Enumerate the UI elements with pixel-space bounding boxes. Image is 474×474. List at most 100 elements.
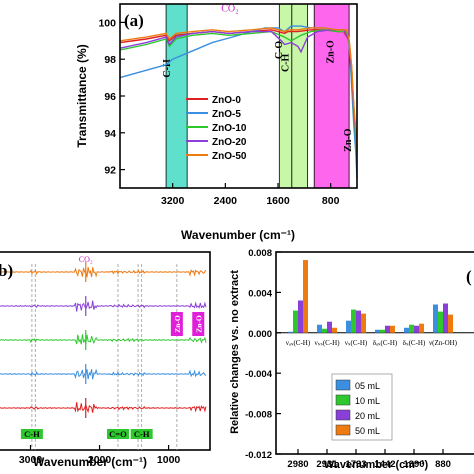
panel-c-legend-swatch xyxy=(335,394,351,406)
panel-b-trace xyxy=(0,368,207,380)
panel-c-y-tick-label: -0.004 xyxy=(245,369,273,380)
panel-c-bar xyxy=(303,260,308,333)
panel-c-bar xyxy=(433,304,438,333)
panel-b-green-label: C=O xyxy=(109,429,127,439)
panel-b-label: b) xyxy=(0,261,13,280)
panel-c-label: ( xyxy=(466,267,472,286)
panel-c-bar xyxy=(443,303,448,333)
panel-a-band-label: C-O xyxy=(274,41,285,60)
panel-c-bar xyxy=(409,324,414,333)
panel-c-bar xyxy=(375,329,380,333)
panel-c-x-tick-label: 2931 xyxy=(316,459,338,470)
panel-a-legend-label: ZnO-10 xyxy=(212,123,247,134)
panel-b-trace xyxy=(0,266,207,278)
panel-c-bar xyxy=(390,325,395,333)
panel-a-label: (a) xyxy=(124,11,144,30)
panel-a-band-label: Zn-O xyxy=(325,40,336,64)
panel-c-axes-frame xyxy=(275,251,474,455)
panel-c-category-label: νₛₛ(C-H) xyxy=(314,339,340,347)
panel-a-y-tick-label: 94 xyxy=(104,128,116,140)
panel-c-y-axis-label: Relative changes vs. no extract xyxy=(229,270,241,434)
panel-c-bar xyxy=(419,323,424,333)
panel-c-bar xyxy=(404,327,409,333)
panel-a-band-label: C-H xyxy=(162,59,173,78)
panel-b-axes-frame xyxy=(0,251,211,451)
panel-c-bar xyxy=(317,324,322,333)
panel-b-trace xyxy=(0,402,207,414)
panel-a-chart: C-HC-OC-H Zn-OZn-O 3200 2400 1600 8009294969… xyxy=(75,3,358,242)
panel-c-y-tick-label: 0.000 xyxy=(248,329,272,340)
panel-b-label-box xyxy=(20,429,43,439)
panel-b-x-tick-label: 1000 xyxy=(157,454,181,466)
panel-a-legend-label: ZnO-20 xyxy=(212,137,247,148)
panel-a-band-label: C-H xyxy=(281,54,292,73)
panel-c-legend-label: 20 mL xyxy=(355,411,380,421)
panel-c-bar xyxy=(332,327,337,333)
panel-c-bar xyxy=(356,310,361,333)
panel-a-series-line xyxy=(119,27,358,148)
panel-a-y-tick-label: 98 xyxy=(104,54,116,66)
panel-b-zno-label: Zn-O xyxy=(194,315,203,333)
panel-a-x-tick-label: 800 xyxy=(322,195,340,207)
panel-b-zno-box xyxy=(170,312,183,336)
panel-c-y-tick-label: 0.008 xyxy=(248,248,272,259)
panel-c-y-tick-label: 0.004 xyxy=(248,288,272,299)
panel-b-x-tick-label: 2000 xyxy=(88,454,112,466)
panel-c-x-tick-label: 1442 xyxy=(374,459,395,470)
panel-c-bar xyxy=(293,310,298,333)
panel-b-x-tick-label: 3000 xyxy=(19,454,43,466)
panel-c-x-tick-label: 2980 xyxy=(287,459,308,470)
panel-a-y-tick-label: 96 xyxy=(104,91,116,103)
panel-b-trace xyxy=(0,300,207,312)
panel-c-bar xyxy=(385,325,390,333)
panel-a-x-axis-label: Wavenumber (cm⁻¹) xyxy=(181,228,295,242)
panel-b-zno-box xyxy=(192,312,205,336)
panel-c-legend-label: 50 mL xyxy=(355,426,380,436)
panel-a-band xyxy=(165,3,188,189)
panel-a-x-tick-label: 1600 xyxy=(266,195,290,207)
panel-c-category-label: δₐₛ(C-H) xyxy=(373,339,398,347)
panel-c-bar xyxy=(448,314,453,333)
panel-c-bar xyxy=(327,321,332,333)
panel-b-zno-label: Zn-O xyxy=(173,315,182,333)
panel-c-bar xyxy=(346,320,351,333)
panel-c-x-axis-label: Wavenumber (cm⁻¹) xyxy=(324,459,429,471)
panel-b-green-label: C-H xyxy=(134,429,150,439)
panel-a-y-axis-label: Transmittance (%) xyxy=(75,44,89,147)
panel-a-band-label: Zn-O xyxy=(343,128,354,152)
panel-a-legend-label: ZnO-50 xyxy=(212,151,247,162)
panel-c-legend: 05 mL 10 mL 20 mL 50 mL xyxy=(331,373,393,441)
panel-c-x-tick-label: 880 xyxy=(435,459,451,470)
panel-b-trace xyxy=(0,334,207,345)
panel-c-category-label: νₐₛ(C-H) xyxy=(286,339,311,347)
panel-c-bar xyxy=(414,325,419,333)
panel-b-green-label: C-H xyxy=(24,429,40,439)
panel-a-x-tick-label: 3200 xyxy=(161,195,185,207)
panel-c-category-label: δₛ(C-H) xyxy=(403,339,426,347)
panel-c-chart: νₐₛ(C-H) νₛₛ(C-H) νₛ(C-H) δₐₛ(C-H) δₛ(C-H) ν(… xyxy=(229,248,474,471)
panel-c-x-tick-label: 1390 xyxy=(403,459,424,470)
panel-a-legend: ZnO-0 ZnO-5 ZnO-10 ZnO-20 ZnO-50 xyxy=(186,95,247,162)
panel-b-co2-annotation: CO₂ xyxy=(79,255,93,264)
panel-c-category-label: ν(Zn-OH) xyxy=(429,339,458,347)
panel-c-y-tick-label: -0.012 xyxy=(245,450,272,461)
panel-a-co2-annotation: CO₂ xyxy=(221,3,238,14)
panel-c-legend-swatch xyxy=(335,409,351,421)
panel-c-legend-label: 05 mL xyxy=(355,381,380,391)
panel-c-category-label: νₛ(C-H) xyxy=(345,339,368,347)
panel-c-legend-label: 10 mL xyxy=(355,396,380,406)
panel-a-x-tick-label: 2400 xyxy=(214,195,238,207)
panel-a-legend-label: ZnO-5 xyxy=(212,109,241,120)
panel-c-bar xyxy=(361,313,366,333)
panel-b-chart: C-H C=O C-H Zn-O Zn-O 3000 2000 1000 Wavenumbe… xyxy=(0,251,211,469)
panel-c-bar xyxy=(351,309,356,333)
panel-c-bar xyxy=(288,331,293,333)
panel-c-legend-swatch xyxy=(335,424,351,436)
panel-b-x-axis-label: Wavenumber (cm⁻¹) xyxy=(33,455,147,469)
panel-a-y-tick-label: 100 xyxy=(98,17,116,29)
panel-c-bar xyxy=(380,329,385,333)
panel-a-legend-label: ZnO-0 xyxy=(212,95,241,106)
panel-c-y-tick-label: -0.008 xyxy=(245,410,272,421)
panel-c-bar xyxy=(438,311,443,333)
